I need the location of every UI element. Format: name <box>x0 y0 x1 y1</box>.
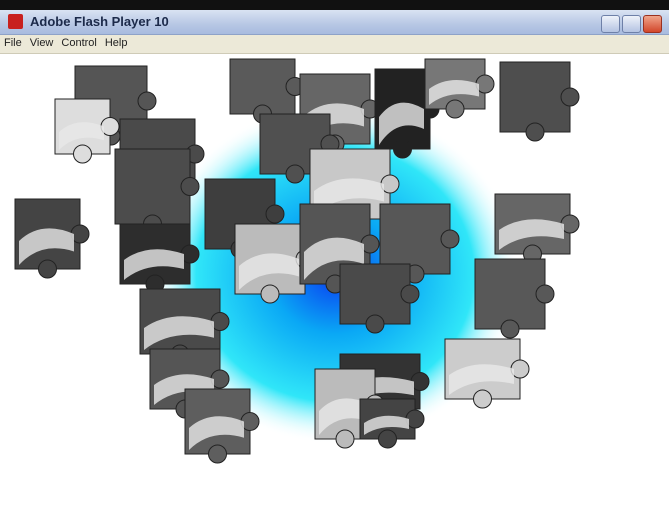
piece-body <box>114 148 191 225</box>
piece-knob <box>500 319 520 339</box>
piece-knob <box>335 429 355 449</box>
close-button[interactable] <box>643 15 662 33</box>
piece-knob <box>445 99 465 119</box>
piece-knob <box>365 314 385 334</box>
piece-image <box>429 80 479 105</box>
piece-knob <box>525 122 545 142</box>
puzzle-stage <box>14 58 580 464</box>
puzzle-piece[interactable] <box>184 388 260 464</box>
top-strip <box>0 0 669 10</box>
piece-knob <box>73 144 92 164</box>
puzzle-piece[interactable] <box>424 58 495 119</box>
piece-knob <box>208 444 227 464</box>
puzzle-piece[interactable] <box>14 198 90 279</box>
menu-bar: File View Control Help <box>0 35 669 54</box>
piece-knob <box>400 284 420 304</box>
piece-knob <box>560 87 580 107</box>
piece-body <box>339 263 411 325</box>
puzzle-piece[interactable] <box>234 223 315 304</box>
piece-knob <box>393 139 412 159</box>
piece-image <box>154 374 214 405</box>
puzzle-piece[interactable] <box>379 203 460 284</box>
puzzle-piece[interactable] <box>339 263 420 334</box>
puzzle-piece[interactable] <box>444 338 530 409</box>
puzzle-piece[interactable] <box>359 398 425 449</box>
piece-image <box>19 228 74 265</box>
puzzle-piece[interactable] <box>499 61 580 142</box>
menu-item[interactable]: Control <box>61 37 97 49</box>
piece-image <box>304 237 364 280</box>
app-icon <box>8 14 23 29</box>
puzzle-piece[interactable] <box>54 98 120 164</box>
piece-body <box>499 61 571 133</box>
menu-item[interactable]: Help <box>104 37 128 49</box>
piece-image <box>189 416 244 450</box>
piece-image <box>364 415 409 435</box>
piece-body <box>474 258 546 330</box>
minimize-button[interactable] <box>601 15 620 33</box>
piece-image <box>499 219 564 250</box>
puzzle-piece[interactable] <box>114 148 200 234</box>
window-title: Adobe Flash Player 10 <box>30 14 169 29</box>
title-bar: Adobe Flash Player 10 <box>0 10 669 35</box>
piece-knob <box>180 177 200 196</box>
puzzle-piece[interactable] <box>119 223 200 294</box>
piece-image <box>304 103 364 140</box>
puzzle-piece[interactable] <box>474 258 555 339</box>
puzzle-pieces <box>14 58 580 464</box>
puzzle-piece[interactable] <box>494 193 580 264</box>
piece-knob <box>265 204 285 224</box>
piece-image <box>449 364 514 395</box>
piece-image <box>144 316 214 350</box>
maximize-button[interactable] <box>622 15 641 33</box>
piece-knob <box>535 284 555 304</box>
menu-item[interactable]: View <box>29 37 54 49</box>
piece-image <box>314 178 384 215</box>
puzzle-piece[interactable] <box>229 58 305 124</box>
piece-image <box>319 398 369 435</box>
piece-knob <box>38 259 57 279</box>
piece-knob <box>137 91 157 111</box>
piece-image <box>239 253 299 290</box>
piece-knob <box>440 229 460 249</box>
piece-knob <box>260 284 280 304</box>
menu-item[interactable]: File <box>4 37 22 49</box>
piece-image <box>379 102 424 145</box>
puzzle-piece[interactable] <box>299 203 380 294</box>
piece-image <box>124 249 184 280</box>
piece-image <box>59 122 104 150</box>
piece-knob <box>378 429 397 449</box>
piece-knob <box>285 164 305 184</box>
piece-knob <box>473 389 492 409</box>
